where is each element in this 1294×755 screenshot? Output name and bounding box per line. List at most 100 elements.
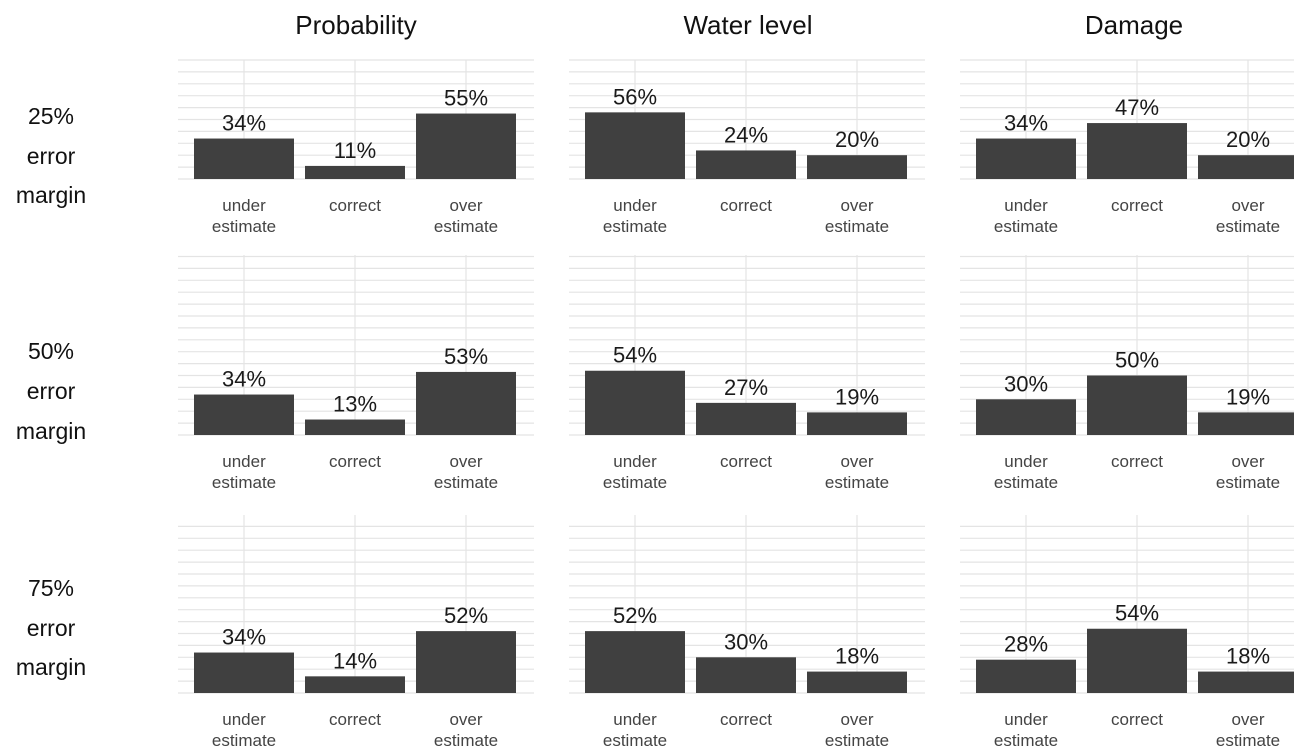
bar-water-level-correct <box>696 402 796 435</box>
x-tick-label: over <box>1231 452 1264 471</box>
data-label: 14% <box>333 648 377 673</box>
bar-damage-over-estimate <box>1198 671 1294 693</box>
x-tick-label: under <box>1004 710 1048 729</box>
chart-panels: 34% under estimate 11% correct 55% over estimat… <box>178 59 1294 750</box>
x-tick-label: estimate <box>1216 217 1280 236</box>
x-tick-label: estimate <box>434 731 498 750</box>
panel-damage-row-1: 34% under estimate 47% correct 20% over estimat… <box>960 59 1294 236</box>
data-label: 11% <box>334 138 376 163</box>
row-label-error-1: error <box>27 143 76 169</box>
x-tick-label: estimate <box>994 731 1058 750</box>
panel-damage-row-3: 28% under estimate 54% correct 18% over estimat… <box>960 515 1294 750</box>
x-tick-label: under <box>1004 196 1048 215</box>
bar-damage-over-estimate <box>1198 155 1294 179</box>
x-tick-label: estimate <box>994 217 1058 236</box>
x-tick-label: estimate <box>825 473 889 492</box>
row-label-25-1: 25% <box>28 103 74 129</box>
column-title-probability: Probability <box>295 10 416 40</box>
bar-damage-over-estimate <box>1198 412 1294 435</box>
x-tick-label: correct <box>720 710 772 729</box>
bar-damage-under-estimate <box>976 399 1076 435</box>
bar-water-level-over-estimate <box>807 412 907 435</box>
x-tick-label: correct <box>329 452 381 471</box>
data-label: 34% <box>222 625 266 650</box>
data-label: 50% <box>1115 348 1159 373</box>
data-label: 30% <box>724 629 768 654</box>
row-labels: 25% error margin 50% error margin 75% error marg… <box>16 103 86 680</box>
column-titles: Probability Water level Damage <box>295 10 1183 40</box>
row-label-error-2: error <box>27 378 76 404</box>
row-label-margin-3: margin <box>16 654 86 680</box>
bar-probability-under-estimate <box>194 138 294 179</box>
bar-probability-correct <box>305 676 405 693</box>
bar-water-level-correct <box>696 150 796 179</box>
x-tick-label: estimate <box>1216 731 1280 750</box>
bar-probability-correct <box>305 165 405 179</box>
x-tick-label: under <box>613 710 657 729</box>
column-title-damage: Damage <box>1085 10 1183 40</box>
row-label-error-3: error <box>27 615 76 641</box>
panel-probability-row-2: 34% under estimate 13% correct 53% over estimat… <box>178 255 534 492</box>
x-tick-label: estimate <box>994 473 1058 492</box>
data-label: 19% <box>1226 384 1270 409</box>
row-label-margin-1: margin <box>16 182 86 208</box>
x-tick-label: under <box>613 196 657 215</box>
bar-damage-under-estimate <box>976 659 1076 693</box>
data-label: 27% <box>724 375 768 400</box>
x-tick-label: correct <box>1111 710 1163 729</box>
data-label: 34% <box>222 367 266 392</box>
data-label: 52% <box>613 603 657 628</box>
data-label: 24% <box>724 122 768 147</box>
data-label: 20% <box>835 127 879 152</box>
data-label: 52% <box>444 603 488 628</box>
panel-water-level-row-2: 54% under estimate 27% correct 19% over estimat… <box>569 255 925 492</box>
x-tick-label: estimate <box>603 473 667 492</box>
data-label: 34% <box>222 111 266 136</box>
x-tick-label: estimate <box>212 217 276 236</box>
bar-probability-over-estimate <box>416 371 516 435</box>
data-label: 18% <box>835 644 879 669</box>
data-label: 18% <box>1226 644 1270 669</box>
x-tick-label: correct <box>1111 196 1163 215</box>
bar-water-level-over-estimate <box>807 155 907 179</box>
panel-probability-row-1: 34% under estimate 11% correct 55% over estimat… <box>178 59 534 236</box>
data-label: 20% <box>1226 127 1270 152</box>
x-tick-label: estimate <box>825 217 889 236</box>
data-label: 30% <box>1004 371 1048 396</box>
panel-water-level-row-3: 52% under estimate 30% correct 18% over estimat… <box>569 515 925 750</box>
x-tick-label: estimate <box>212 473 276 492</box>
x-tick-label: over <box>449 196 482 215</box>
data-label: 28% <box>1004 632 1048 657</box>
x-tick-label: correct <box>329 196 381 215</box>
data-label: 54% <box>1115 601 1159 626</box>
bar-probability-over-estimate <box>416 113 516 179</box>
x-tick-label: correct <box>1111 452 1163 471</box>
bar-water-level-under-estimate <box>585 112 685 179</box>
row-label-margin-2: margin <box>16 418 86 444</box>
x-tick-label: over <box>449 710 482 729</box>
data-label: 55% <box>444 86 488 111</box>
x-tick-label: over <box>1231 196 1264 215</box>
bar-damage-correct <box>1087 628 1187 693</box>
bar-probability-over-estimate <box>416 631 516 693</box>
x-tick-label: over <box>840 196 873 215</box>
bar-water-level-over-estimate <box>807 671 907 693</box>
x-tick-label: estimate <box>825 731 889 750</box>
x-tick-label: correct <box>720 196 772 215</box>
bar-probability-correct <box>305 419 405 435</box>
data-label: 56% <box>613 84 657 109</box>
x-tick-label: under <box>1004 452 1048 471</box>
bar-damage-correct <box>1087 123 1187 179</box>
x-tick-label: over <box>449 452 482 471</box>
bar-probability-under-estimate <box>194 394 294 435</box>
x-tick-label: correct <box>329 710 381 729</box>
x-tick-label: over <box>840 452 873 471</box>
x-tick-label: estimate <box>1216 473 1280 492</box>
data-label: 34% <box>1004 111 1048 136</box>
data-label: 47% <box>1115 95 1159 120</box>
x-tick-label: estimate <box>434 473 498 492</box>
x-tick-label: over <box>1231 710 1264 729</box>
data-label: 13% <box>333 392 377 417</box>
data-label: 19% <box>835 384 879 409</box>
